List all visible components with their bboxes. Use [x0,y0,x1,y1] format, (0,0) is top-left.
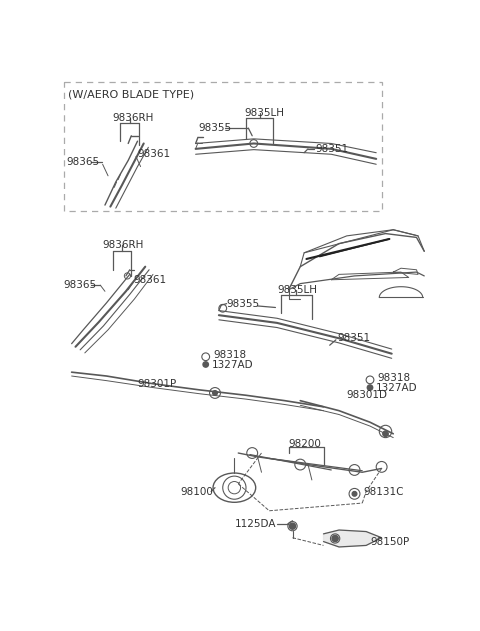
Circle shape [213,391,217,395]
Text: 98361: 98361 [133,274,167,285]
Circle shape [289,523,296,529]
Circle shape [383,431,388,437]
Text: 98131C: 98131C [364,487,404,497]
Text: 98365: 98365 [64,280,97,290]
Text: 98301P: 98301P [137,379,177,389]
Text: (W/AERO BLADE TYPE): (W/AERO BLADE TYPE) [68,90,194,100]
Circle shape [367,385,372,390]
Circle shape [352,492,357,496]
Text: 1327AD: 1327AD [376,384,418,393]
Text: 98150P: 98150P [370,536,409,546]
Text: 98100: 98100 [180,487,213,497]
Text: 98351: 98351 [337,333,371,343]
Text: 1125DA: 1125DA [234,519,276,529]
Text: 9836RH: 9836RH [103,240,144,250]
Text: 98318: 98318 [378,374,411,383]
Text: 9835LH: 9835LH [244,108,285,117]
Text: 1327AD: 1327AD [212,360,253,370]
Text: 9835LH: 9835LH [277,285,317,295]
Text: 98365: 98365 [66,157,99,167]
Circle shape [203,362,208,367]
Polygon shape [324,530,382,547]
Text: 98355: 98355 [198,123,231,133]
Text: 9836RH: 9836RH [113,113,154,123]
Text: 98200: 98200 [288,439,322,449]
Text: 98318: 98318 [214,350,247,360]
Text: 98301D: 98301D [347,390,388,400]
Text: 98355: 98355 [227,298,260,309]
Text: 98351: 98351 [316,144,349,154]
Circle shape [332,536,338,541]
Text: 98361: 98361 [137,150,170,159]
